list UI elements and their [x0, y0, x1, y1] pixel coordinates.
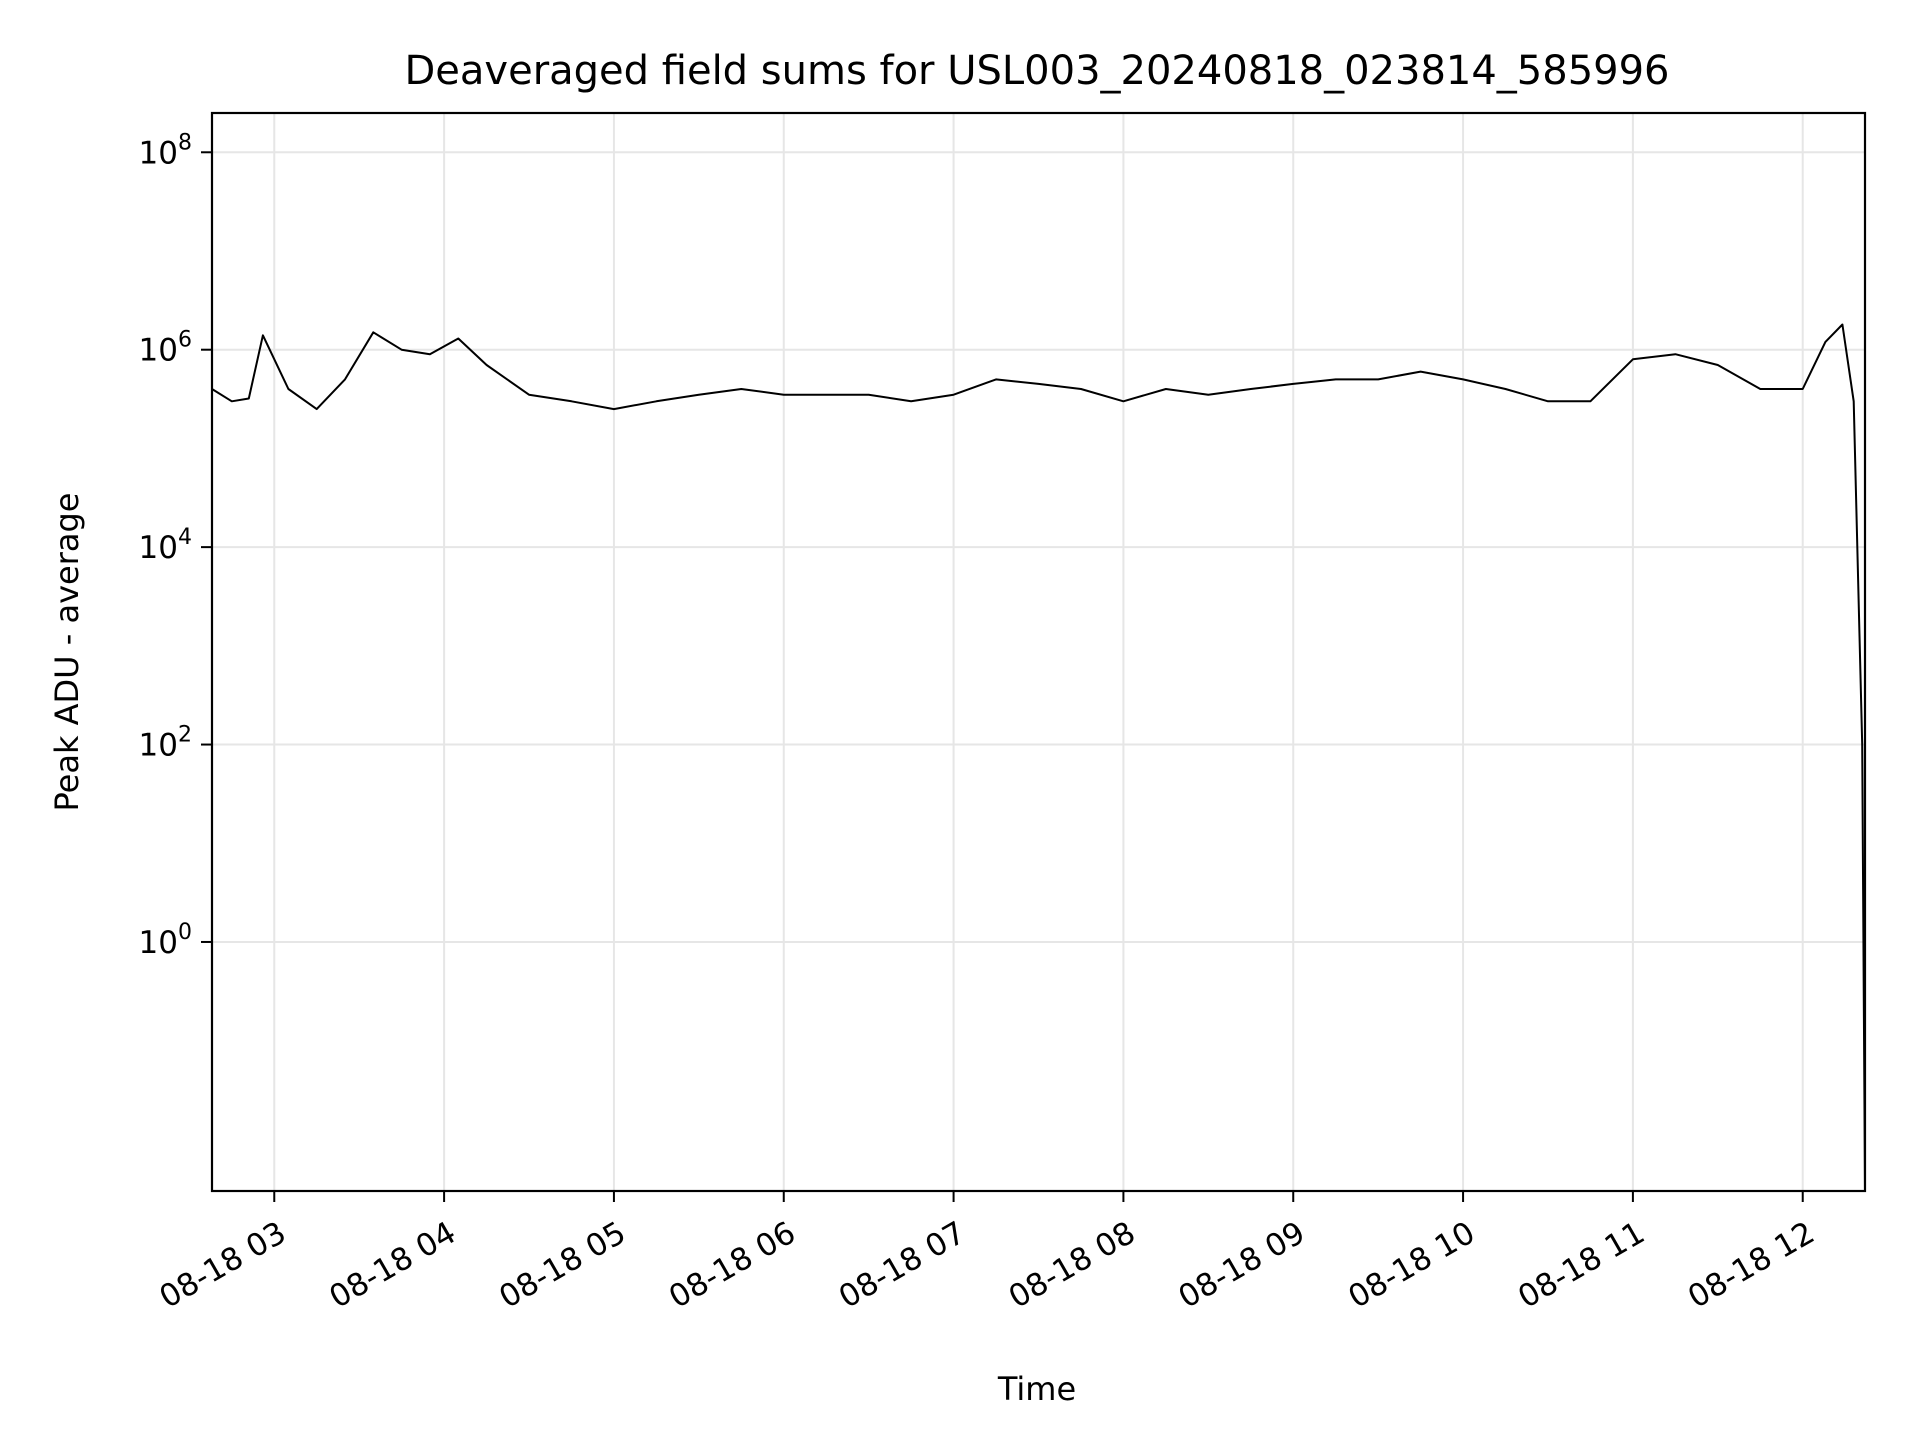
- y-tick-exponent: 4: [178, 525, 192, 550]
- y-tick-base: 10: [139, 925, 178, 961]
- y-tick-exponent: 8: [178, 130, 192, 155]
- x-axis-title: Time: [997, 1370, 1076, 1408]
- y-tick-label: 108: [139, 130, 192, 171]
- y-tick-exponent: 6: [178, 328, 192, 353]
- y-tick-base: 10: [139, 728, 178, 764]
- y-tick-label: 106: [139, 328, 192, 369]
- y-tick-exponent: 2: [178, 723, 192, 748]
- y-tick-base: 10: [139, 135, 178, 171]
- y-tick-base: 10: [139, 530, 178, 566]
- y-tick-base: 10: [139, 333, 178, 369]
- chart-title: Deaveraged field sums for USL003_2024081…: [405, 48, 1670, 94]
- plot-frame: [210, 111, 1867, 1193]
- data-area: [211, 323, 1866, 1192]
- y-axis-title: Peak ADU - average: [48, 493, 86, 812]
- y-tick-exponent: 0: [178, 920, 192, 945]
- grid: [212, 113, 1865, 1191]
- y-tick-label: 100: [139, 920, 192, 961]
- y-tick-label: 102: [139, 723, 192, 764]
- series-line: [211, 323, 1866, 1192]
- y-tick-label: 104: [139, 525, 192, 566]
